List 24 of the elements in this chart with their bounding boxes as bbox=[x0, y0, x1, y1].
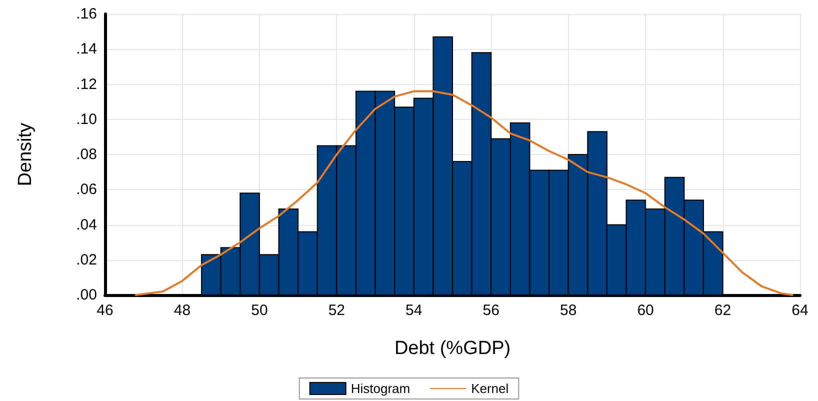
y-tick-label: .08 bbox=[76, 146, 97, 163]
legend-label: Histogram bbox=[350, 381, 410, 396]
x-tick-label: 64 bbox=[792, 302, 808, 319]
y-tick-label: .04 bbox=[76, 216, 97, 234]
y-tick-label: .02 bbox=[76, 251, 97, 268]
x-tick-label: 54 bbox=[406, 302, 422, 319]
x-tick-label: 60 bbox=[637, 302, 654, 319]
x-tick-label: 56 bbox=[482, 302, 500, 319]
x-tick-label: 46 bbox=[96, 302, 114, 319]
x-tick-label: 58 bbox=[560, 302, 577, 319]
y-tick-label: .16 bbox=[76, 6, 97, 22]
y-tick-label: .00 bbox=[76, 286, 97, 304]
line-series bbox=[134, 90, 794, 296]
x-tick-label: 50 bbox=[251, 302, 268, 319]
x-tick-label: 48 bbox=[174, 302, 191, 319]
y-tick-label: .14 bbox=[76, 40, 97, 58]
y-axis-title: Density bbox=[15, 122, 36, 186]
y-tick-label: .10 bbox=[76, 110, 97, 128]
x-axis-title: Debt (%GDP) bbox=[394, 338, 511, 359]
legend-label: Kernel bbox=[471, 381, 509, 396]
x-tick-label: 62 bbox=[714, 302, 732, 319]
x-tick-label: 52 bbox=[328, 302, 346, 319]
y-tick-label: .12 bbox=[76, 76, 97, 93]
y-tick-label: .06 bbox=[76, 181, 97, 198]
